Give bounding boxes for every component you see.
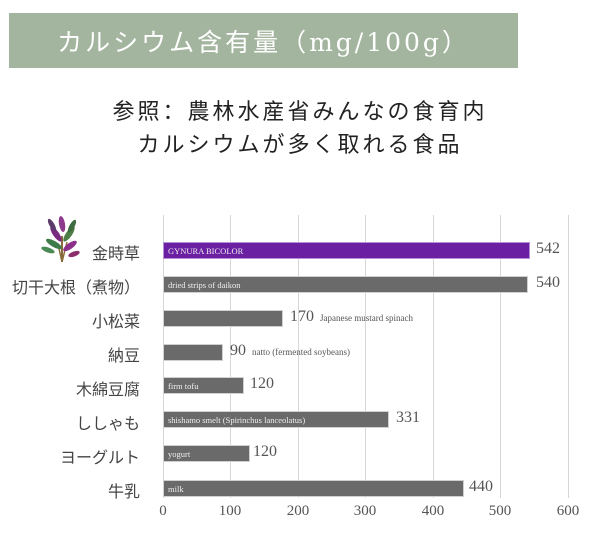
value-text: 90	[230, 342, 246, 359]
bar-dried-daikon: dried strips of daikon	[163, 276, 528, 293]
value-label: 540	[536, 274, 560, 292]
value-text: 331	[396, 409, 420, 426]
x-tick: 0	[159, 503, 167, 519]
value-label: 170 Japanese mustard spinach	[290, 308, 413, 326]
value-text: 120	[253, 443, 277, 460]
category-label: ヨーグルト	[59, 448, 140, 467]
value-label: 120	[253, 443, 277, 461]
chart-title-banner: カルシウム含有量（mg/100g）	[9, 13, 518, 68]
x-tick: 200	[286, 503, 310, 519]
chart-subtitle: 参照：農林水産省みんなの食育内 カルシウムが多く取れる食品	[0, 96, 600, 162]
subtitle-line-2: カルシウムが多く取れる食品	[137, 133, 463, 158]
category-label: 切干大根（煮物）	[11, 278, 140, 297]
bar-english-label: milk	[168, 483, 184, 494]
value-text: 170	[290, 308, 314, 325]
bar-shishamo: shishamo smelt (Spirinchus lanceolatus)	[163, 411, 389, 428]
category-label: 牛乳	[107, 482, 140, 501]
x-tick: 300	[353, 503, 377, 519]
bar-english-label: Japanese mustard spinach	[320, 313, 413, 323]
category-label: ししゃも	[75, 414, 140, 433]
value-label: 120	[250, 375, 274, 393]
gridline	[230, 215, 231, 498]
value-label: 542	[536, 240, 560, 258]
gridline	[365, 215, 366, 498]
gridline	[568, 215, 569, 498]
chart-title: カルシウム含有量（mg/100g）	[57, 27, 470, 57]
category-label: 小松菜	[91, 312, 140, 331]
bar-english-label: shishamo smelt (Spirinchus lanceolatus)	[168, 414, 306, 425]
value-text: 120	[250, 375, 274, 392]
bar-firm-tofu: firm tofu	[163, 377, 244, 394]
x-tick: 600	[556, 503, 580, 519]
category-label: 金時草	[91, 244, 140, 263]
bar-english-label: GYNURA BICOLOR	[168, 245, 244, 256]
value-label: 331	[396, 409, 420, 427]
value-text: 540	[536, 274, 560, 291]
category-label: 木綿豆腐	[75, 380, 140, 399]
category-label: 納豆	[107, 346, 140, 365]
value-text: 440	[469, 478, 493, 495]
bar-english-label: dried strips of daikon	[168, 279, 241, 290]
bar-gynura-bicolor: GYNURA BICOLOR	[163, 242, 530, 259]
bar-komatsuna	[163, 310, 283, 327]
x-tick: 500	[488, 503, 512, 519]
x-tick: 400	[421, 503, 445, 519]
value-label: 90 natto (fermented soybeans)	[230, 342, 350, 360]
bar-english-label: natto (fermented soybeans)	[252, 347, 350, 357]
bar-milk: milk	[163, 480, 464, 497]
x-tick: 100	[218, 503, 242, 519]
gridline	[500, 215, 501, 498]
value-text: 542	[536, 240, 560, 257]
bar-english-label: firm tofu	[168, 380, 199, 391]
gridline	[433, 215, 434, 498]
subtitle-line-1: 参照：農林水産省みんなの食育内	[112, 100, 488, 125]
bar-natto	[163, 344, 223, 361]
value-label: 440	[469, 478, 493, 496]
plant-icon	[41, 216, 80, 263]
bar-yogurt: yogurt	[163, 445, 250, 462]
bar-english-label: yogurt	[168, 448, 191, 459]
gridline	[298, 215, 299, 498]
